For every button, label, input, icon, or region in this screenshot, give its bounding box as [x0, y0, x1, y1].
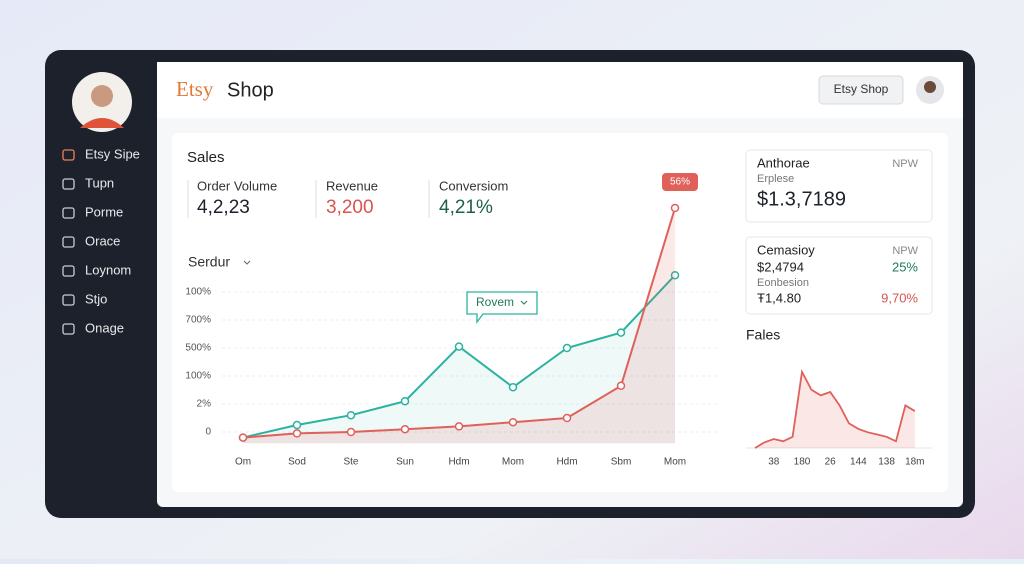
- y-tick-label: 100%: [185, 287, 211, 298]
- nav-icon: [62, 149, 75, 161]
- x-tick-label: 138: [878, 457, 895, 468]
- point: [346, 410, 356, 420]
- x-tick-label: Sod: [288, 457, 306, 468]
- y-tick-label: 0: [205, 427, 211, 438]
- y-tick-label: 100%: [185, 371, 211, 382]
- avatar-shirt: [80, 118, 124, 128]
- point: [670, 203, 680, 213]
- stat-label: Conversiom: [439, 178, 508, 193]
- stat-value: 4,21%: [439, 197, 493, 218]
- nav-item[interactable]: Stjo: [85, 291, 107, 306]
- x-tick-label: 180: [794, 457, 811, 468]
- point: [454, 342, 464, 351]
- stat-label: Revenue: [326, 178, 378, 193]
- x-tick-label: Om: [235, 457, 251, 468]
- nav-item[interactable]: Orace: [85, 233, 120, 248]
- sales-card: [172, 133, 948, 492]
- point: [238, 433, 248, 442]
- card-pct: 9,70%: [881, 290, 918, 305]
- y-tick-label: 700%: [185, 315, 211, 326]
- dropdown-caret: [243, 260, 251, 265]
- area: [755, 371, 915, 448]
- x-tick-label: Sun: [396, 457, 414, 468]
- stat-value: 4,2,23: [197, 197, 250, 218]
- x-tick-label: 26: [825, 457, 837, 468]
- point: [508, 417, 518, 427]
- nav-item[interactable]: Etsy Sipe: [85, 146, 140, 161]
- series-area: [243, 275, 675, 444]
- card-value: $1.3,7189: [757, 188, 846, 210]
- nav-icon: [62, 323, 75, 335]
- card-title: Cemasioy: [757, 242, 815, 257]
- stat-value: 3,200: [326, 197, 374, 218]
- shop-button-label[interactable]: Etsy Shop: [834, 82, 889, 96]
- avatar-face: [91, 85, 113, 107]
- card-1: [745, 149, 933, 223]
- point: [400, 396, 410, 406]
- point: [616, 381, 626, 391]
- x-tick-label: 18m: [905, 457, 924, 468]
- x-tick-label: Hdm: [556, 457, 577, 468]
- point: [292, 429, 302, 438]
- sales-title: Sales: [187, 149, 225, 166]
- point: [346, 427, 356, 437]
- nav-item[interactable]: Loynom: [85, 262, 131, 277]
- x-tick-label: Hdm: [448, 457, 469, 468]
- card-value: Ŧ1,4.80: [757, 290, 801, 305]
- nav-icon: [62, 265, 75, 277]
- point: [670, 270, 680, 280]
- point: [292, 420, 302, 430]
- card-pct: 25%: [892, 259, 918, 274]
- badge: [662, 173, 698, 191]
- nav-icon: [62, 178, 75, 190]
- card-tag: NPW: [892, 245, 918, 257]
- x-tick-label: Sbm: [611, 457, 632, 468]
- nav-item[interactable]: Tupn: [85, 175, 114, 190]
- tooltip-box: [466, 291, 538, 324]
- nav-icon: [62, 294, 75, 306]
- nav-icon: [62, 236, 75, 248]
- card-title: Anthorae: [757, 155, 810, 170]
- series-area: [243, 208, 675, 444]
- x-tick-label: 38: [768, 457, 780, 468]
- card-note: Eonbesion: [757, 277, 809, 289]
- card-subtitle: Erplese: [757, 173, 794, 185]
- point: [508, 382, 518, 392]
- point: [400, 424, 410, 434]
- y-tick-label: 2%: [197, 399, 212, 410]
- x-tick-label: 144: [850, 457, 867, 468]
- x-tick-label: Mom: [664, 457, 686, 468]
- brand-accent: Etsy: [176, 77, 214, 101]
- point: [616, 328, 626, 337]
- point: [562, 343, 572, 353]
- stat-label: Order Volume: [197, 178, 277, 193]
- point: [562, 413, 572, 423]
- card-2: [745, 236, 933, 315]
- mini-chart-title: Fales: [746, 327, 780, 343]
- x-tick-label: Mom: [502, 457, 524, 468]
- nav-item[interactable]: Porme: [85, 204, 123, 219]
- x-tick-label: Ste: [343, 457, 358, 468]
- area-line: [754, 368, 916, 449]
- point: [454, 422, 464, 431]
- card-value: $2,4794: [757, 259, 804, 274]
- nav-item[interactable]: Onage: [85, 320, 124, 335]
- brand-rest: Shop: [227, 79, 274, 101]
- y-tick-label: 500%: [185, 343, 211, 354]
- tooltip-label: Rovem: [476, 295, 514, 309]
- shop-button[interactable]: [818, 75, 904, 105]
- dropdown[interactable]: Serdur: [188, 254, 230, 270]
- badge-label: 56%: [670, 177, 690, 188]
- user-avatar-face: [924, 81, 936, 93]
- card-tag: NPW: [892, 158, 918, 170]
- nav-icon: [62, 207, 75, 219]
- tooltip-caret: [520, 300, 528, 305]
